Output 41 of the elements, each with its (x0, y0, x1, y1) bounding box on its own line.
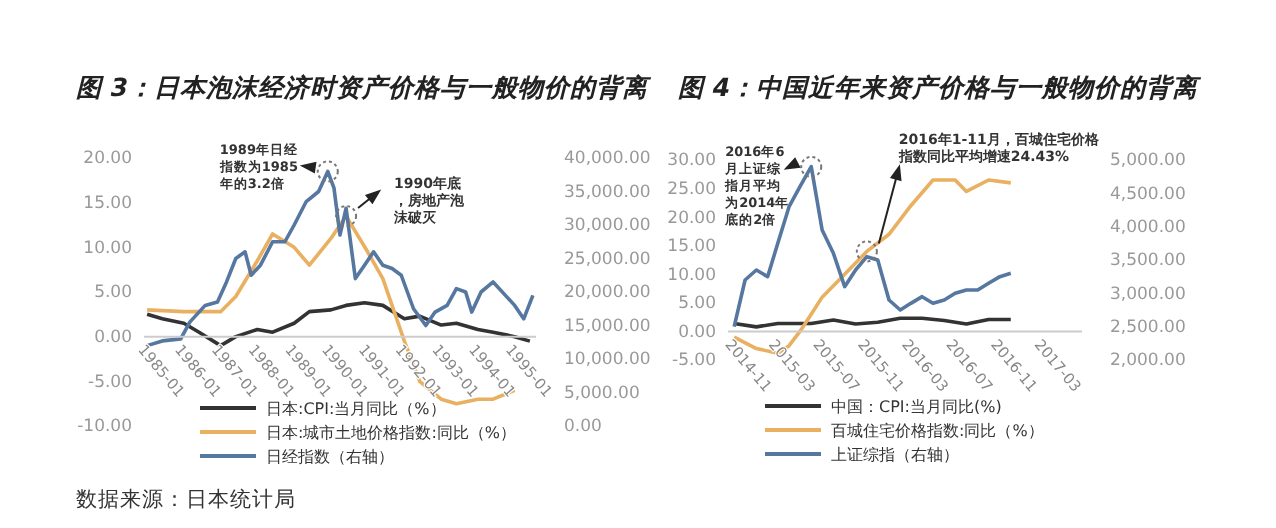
y-tick-label: 20.00 (667, 208, 716, 229)
legend-label: 日本:城市土地价格指数:同比（%） (266, 424, 516, 442)
y2-tick-label: 2,000.00 (1110, 351, 1186, 372)
y-tick-label: 10.00 (667, 265, 716, 286)
y2-tick-label: 20,000.00 (564, 283, 651, 304)
y-tick-label: 15.00 (83, 194, 132, 215)
legend-label: 日经指数（右轴） (266, 448, 394, 466)
y2-tick-label: 40,000.00 (564, 149, 651, 170)
chart-title: 图 3：日本泡沫经济时资产价格与一般物价的背离 (76, 72, 653, 102)
y2-tick-label: 3,000.00 (1110, 284, 1186, 305)
y2-tick-label: 10,000.00 (564, 350, 651, 371)
line-series (145, 300, 532, 348)
legend-label: 百城住宅价格指数:同比（%） (831, 422, 1044, 440)
y-tick-label: 10.00 (83, 238, 132, 259)
y-tick-label: 0.00 (94, 328, 132, 349)
y-tick-label: 15.00 (667, 237, 716, 258)
legend-label: 中国：CPI:当月同比(%) (831, 398, 1002, 416)
y-tick-label: 0.00 (678, 322, 716, 343)
y-tick-label: 5.00 (94, 283, 132, 304)
y-tick-label: -5.00 (88, 372, 132, 393)
y-tick-label: 5.00 (678, 294, 716, 315)
source-note: 数据来源：日本统计局 (76, 486, 296, 512)
chart-title: 图 4：中国近年来资产价格与一般物价的背离 (678, 72, 1203, 102)
y2-tick-label: 0.00 (564, 417, 602, 438)
y-tick-label: -10.00 (77, 417, 132, 438)
y2-tick-label: 4,500.00 (1110, 184, 1186, 205)
y2-tick-label: 5,000.00 (1110, 151, 1186, 172)
y2-tick-label: 2,500.00 (1110, 318, 1186, 339)
y2-tick-label: 15,000.00 (564, 316, 651, 337)
y2-tick-label: 25,000.00 (564, 249, 651, 270)
y-tick-label: 30.00 (667, 151, 716, 172)
y2-tick-label: 4,000.00 (1110, 218, 1186, 239)
y2-tick-label: 35,000.00 (564, 182, 651, 203)
y2-tick-label: 3,500.00 (1110, 251, 1186, 272)
legend-label: 日本:CPI:当月同比（%） (266, 400, 446, 418)
legend-label: 上证综指（右轴） (831, 446, 959, 464)
y-tick-label: -5.00 (672, 351, 716, 372)
y2-tick-label: 5,000.00 (564, 383, 640, 404)
y2-tick-label: 30,000.00 (564, 216, 651, 237)
y-tick-label: 25.00 (667, 180, 716, 201)
y-tick-label: 20.00 (83, 149, 132, 170)
